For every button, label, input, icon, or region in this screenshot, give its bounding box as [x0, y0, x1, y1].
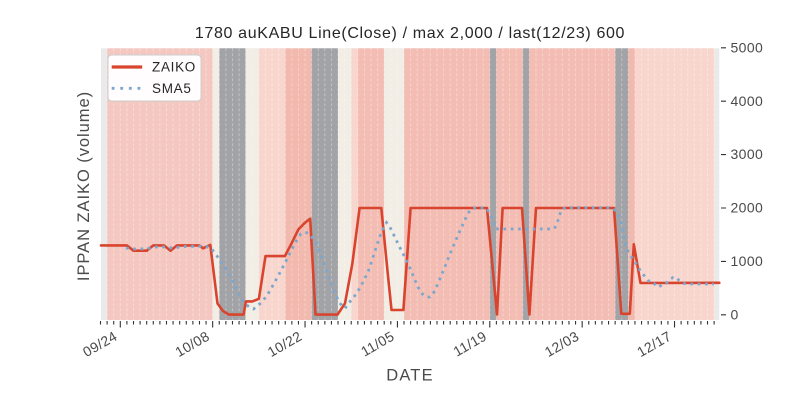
svg-text:5000: 5000: [731, 39, 764, 55]
svg-text:ZAIKO: ZAIKO: [152, 60, 196, 75]
svg-text:SMA5: SMA5: [152, 81, 192, 96]
svg-text:0: 0: [731, 306, 739, 322]
svg-text:IPPAN ZAIKO (volume): IPPAN ZAIKO (volume): [75, 91, 93, 281]
svg-text:3000: 3000: [731, 146, 764, 162]
svg-text:4000: 4000: [731, 93, 764, 109]
svg-text:1780 auKABU Line(Close) / max: 1780 auKABU Line(Close) / max 2,000 / la…: [195, 25, 625, 42]
svg-text:2000: 2000: [731, 200, 764, 216]
svg-text:1000: 1000: [731, 253, 764, 269]
svg-text:DATE: DATE: [386, 367, 434, 385]
